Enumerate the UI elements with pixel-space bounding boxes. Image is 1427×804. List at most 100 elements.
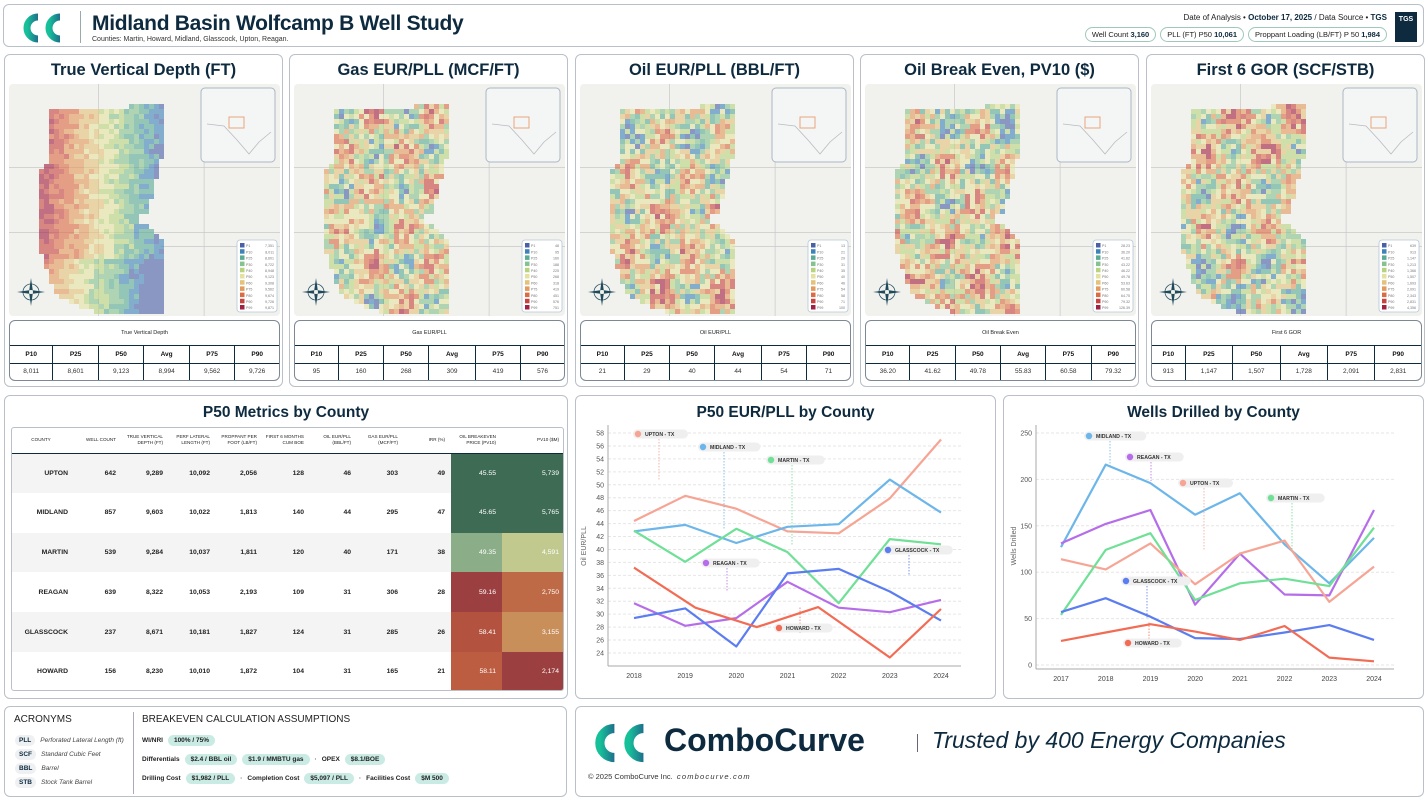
map-cell [925, 264, 930, 269]
map-cell [695, 199, 700, 204]
map-cell [374, 179, 379, 184]
map-cell [1261, 294, 1266, 299]
map-cell [434, 229, 439, 234]
column-header[interactable]: GAS EUR/PLL (MCF/FT) [357, 428, 404, 454]
map-cell [344, 169, 349, 174]
map-cell [985, 139, 990, 144]
column-header[interactable]: OIL EUR/PLL (BBL/FT) [310, 428, 357, 454]
map-cell [1256, 224, 1261, 229]
map-cell [665, 154, 670, 159]
stat-header: P25 [52, 346, 99, 364]
map-cell [384, 139, 389, 144]
map-cell [349, 219, 354, 224]
map-cell [124, 189, 129, 194]
map-cell [79, 189, 84, 194]
map-cell [399, 184, 404, 189]
map-cell [1221, 154, 1226, 159]
map-cell [915, 254, 920, 259]
legend-label: P30 [246, 263, 252, 267]
map-cell [685, 134, 690, 139]
column-header[interactable]: PV10 ($M) [502, 428, 563, 454]
map-cell [419, 159, 424, 164]
map-cell [710, 169, 715, 174]
map-cell [690, 109, 695, 114]
map-cell [650, 149, 655, 154]
map-cell [1236, 269, 1241, 274]
map-cell [990, 159, 995, 164]
stat-value: 1,507 [1232, 363, 1281, 380]
map-cell [915, 124, 920, 129]
column-header[interactable]: PROPPANT PER FOOT (LB/FT) [216, 428, 263, 454]
map-cell [429, 204, 434, 209]
map-cell [970, 299, 975, 304]
map-cell [434, 239, 439, 244]
map-cell [975, 174, 980, 179]
map-cell [1005, 174, 1010, 179]
map-cell [660, 179, 665, 184]
column-header[interactable]: IRR (%) [404, 428, 451, 454]
map-cell [1005, 279, 1010, 284]
map-cell [1186, 254, 1191, 259]
map-cell [404, 269, 409, 274]
column-header[interactable]: COUNTY [12, 428, 76, 454]
column-header[interactable]: OIL BREAKEVEN PRICE (PV10) [451, 428, 502, 454]
map-cell [399, 239, 404, 244]
map-cell [134, 184, 139, 189]
map-cell [650, 224, 655, 229]
map-cell [69, 239, 74, 244]
map-cell [670, 289, 675, 294]
map-cell [995, 129, 1000, 134]
map-cell [99, 174, 104, 179]
map-cell [1181, 209, 1186, 214]
map-cell [670, 129, 675, 134]
map-cell [109, 304, 114, 309]
map-cell [1216, 299, 1221, 304]
map-cell [359, 284, 364, 289]
map-cell [159, 239, 164, 244]
stat-header: P50 [383, 346, 430, 364]
map-cell [389, 229, 394, 234]
map-cell [84, 159, 89, 164]
map-cell [144, 199, 149, 204]
map-cell [89, 154, 94, 159]
map-cell [64, 214, 69, 219]
map-cell [995, 204, 1000, 209]
map-cell [114, 179, 119, 184]
map-cell [124, 309, 129, 314]
map-cell [419, 129, 424, 134]
map-cell [960, 194, 965, 199]
column-header[interactable]: TRUE VERTICAL DEPTH (FT) [122, 428, 169, 454]
map-cell [394, 299, 399, 304]
map-cell [1010, 289, 1015, 294]
map-cell [1256, 219, 1261, 224]
map-cell [109, 129, 114, 134]
map-cell [965, 144, 970, 149]
map-cell [895, 234, 900, 239]
map-cell [109, 139, 114, 144]
map-cell [725, 174, 730, 179]
map-cell [39, 249, 44, 254]
column-header[interactable]: FIRST 6 MONTHS CUM BOE [263, 428, 310, 454]
column-header[interactable]: WELL COUNT [76, 428, 122, 454]
map-cell [655, 294, 660, 299]
map-cell [660, 189, 665, 194]
map-cell [439, 109, 444, 114]
map-cell [1276, 219, 1281, 224]
map-cell [109, 159, 114, 164]
map-cell [99, 144, 104, 149]
map-cell [1296, 279, 1301, 284]
map-cell [394, 174, 399, 179]
map-cell [645, 164, 650, 169]
map-cell [369, 229, 374, 234]
map-cell [920, 284, 925, 289]
map-cell [339, 129, 344, 134]
map-cell [640, 159, 645, 164]
column-header[interactable]: PERF LATERAL LENGTH (FT) [169, 428, 216, 454]
map-cell [124, 124, 129, 129]
map-cell [620, 274, 625, 279]
